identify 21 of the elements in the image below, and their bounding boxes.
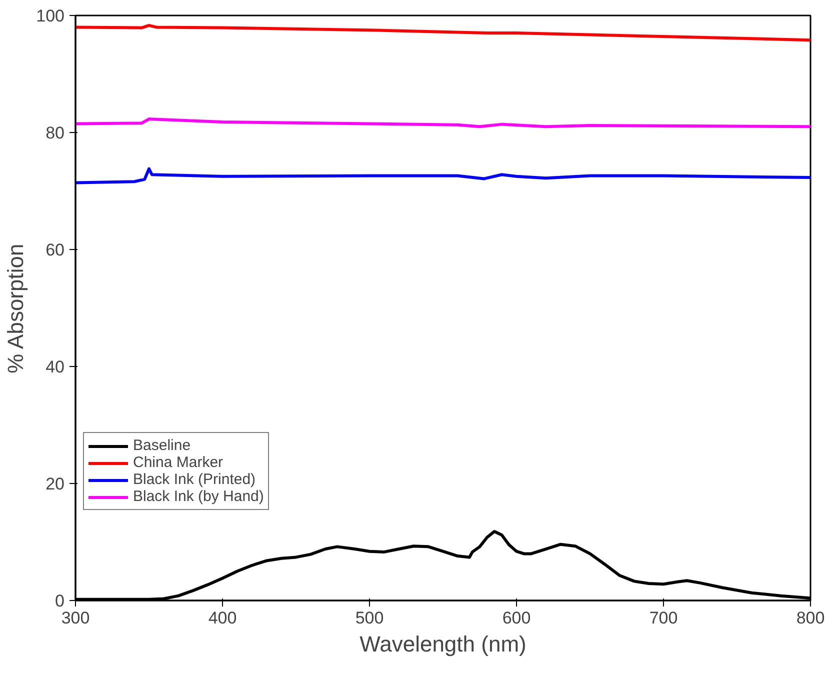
x-tick-label: 800 bbox=[796, 608, 825, 628]
y-tick-label: 60 bbox=[46, 240, 65, 260]
x-tick-label: 700 bbox=[649, 608, 678, 628]
y-axis-title: % Absorption bbox=[3, 244, 28, 374]
y-tick-label: 40 bbox=[46, 358, 65, 376]
line-series bbox=[76, 118, 810, 128]
y-tick-label: 100 bbox=[36, 6, 65, 26]
legend-label: China Marker bbox=[133, 454, 224, 471]
y-tick-label: 0 bbox=[55, 592, 65, 610]
x-axis-title: Wavelength (nm) bbox=[360, 632, 526, 656]
legend-label: Black Ink (Printed) bbox=[133, 471, 256, 488]
x-tick-label: 600 bbox=[502, 608, 531, 628]
line-series bbox=[76, 24, 810, 42]
legend-label: Black Ink (by Hand) bbox=[133, 488, 264, 505]
y-tick-label: 20 bbox=[46, 474, 65, 494]
line-series bbox=[76, 167, 810, 184]
x-tick-label: 300 bbox=[61, 608, 90, 628]
x-tick-label: 500 bbox=[355, 608, 384, 628]
x-tick-label: 400 bbox=[208, 608, 237, 628]
y-tick-label: 80 bbox=[46, 124, 65, 142]
legend-label: Baseline bbox=[133, 437, 191, 454]
